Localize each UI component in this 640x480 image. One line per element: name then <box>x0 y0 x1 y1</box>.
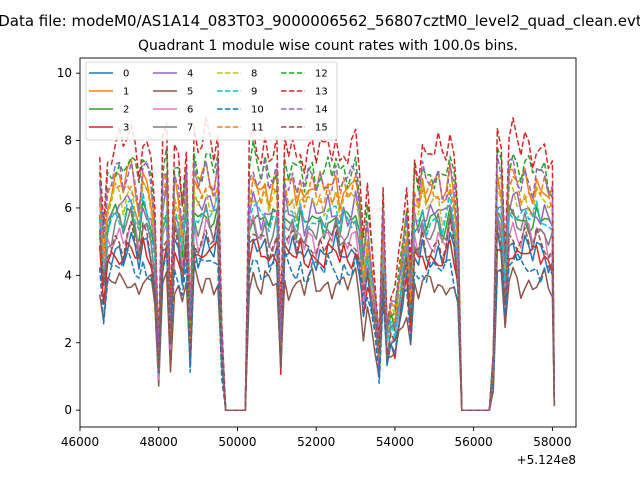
x-tick-label: 58000 <box>533 435 571 449</box>
legend-label-5: 5 <box>187 87 193 98</box>
legend-label-9: 9 <box>251 87 257 98</box>
legend-label-0: 0 <box>123 69 129 80</box>
x-tick-label: 48000 <box>140 435 178 449</box>
axes-frame <box>79 57 577 428</box>
x-axis-offset-label: +5.124e8 <box>517 453 576 467</box>
y-tick-label: 8 <box>64 134 72 148</box>
x-tick-label: 56000 <box>455 435 493 449</box>
legend-label-10: 10 <box>251 105 264 116</box>
legend-label-4: 4 <box>187 69 193 80</box>
y-tick-label: 0 <box>64 403 72 417</box>
legend-label-15: 15 <box>315 123 328 134</box>
series-line-15 <box>98 216 556 411</box>
series-layer <box>98 116 556 411</box>
series-line-13 <box>98 116 556 411</box>
x-tick-label: 50000 <box>218 435 256 449</box>
legend-label-3: 3 <box>123 123 129 134</box>
series-line-14 <box>98 153 556 411</box>
legend-label-1: 1 <box>123 87 129 98</box>
legend-label-14: 14 <box>315 105 328 116</box>
y-tick-label: 4 <box>64 268 72 282</box>
plot-area <box>79 57 577 428</box>
legend-label-13: 13 <box>315 87 328 98</box>
chart-title: Quadrant 1 module wise count rates with … <box>138 38 518 54</box>
figure-suptitle: Data file: modeM0/AS1A14_083T03_90000065… <box>0 12 640 31</box>
y-axis: 0 2 4 6 8 10 <box>57 66 80 417</box>
x-tick-label: 52000 <box>297 435 335 449</box>
x-tick-label: 54000 <box>376 435 414 449</box>
x-tick-label: 46000 <box>61 435 99 449</box>
y-tick-label: 6 <box>64 201 72 215</box>
legend-label-7: 7 <box>187 123 193 134</box>
legend-label-8: 8 <box>251 69 257 80</box>
y-tick-label: 2 <box>64 336 72 350</box>
legend-label-12: 12 <box>315 69 328 80</box>
y-tick-label: 10 <box>57 66 72 80</box>
legend-label-11: 11 <box>251 123 264 134</box>
legend-label-2: 2 <box>123 105 129 116</box>
x-axis: 46000 48000 50000 52000 54000 56000 58000 <box>61 427 571 449</box>
legend-box <box>85 61 338 141</box>
legend-label-6: 6 <box>187 105 193 116</box>
